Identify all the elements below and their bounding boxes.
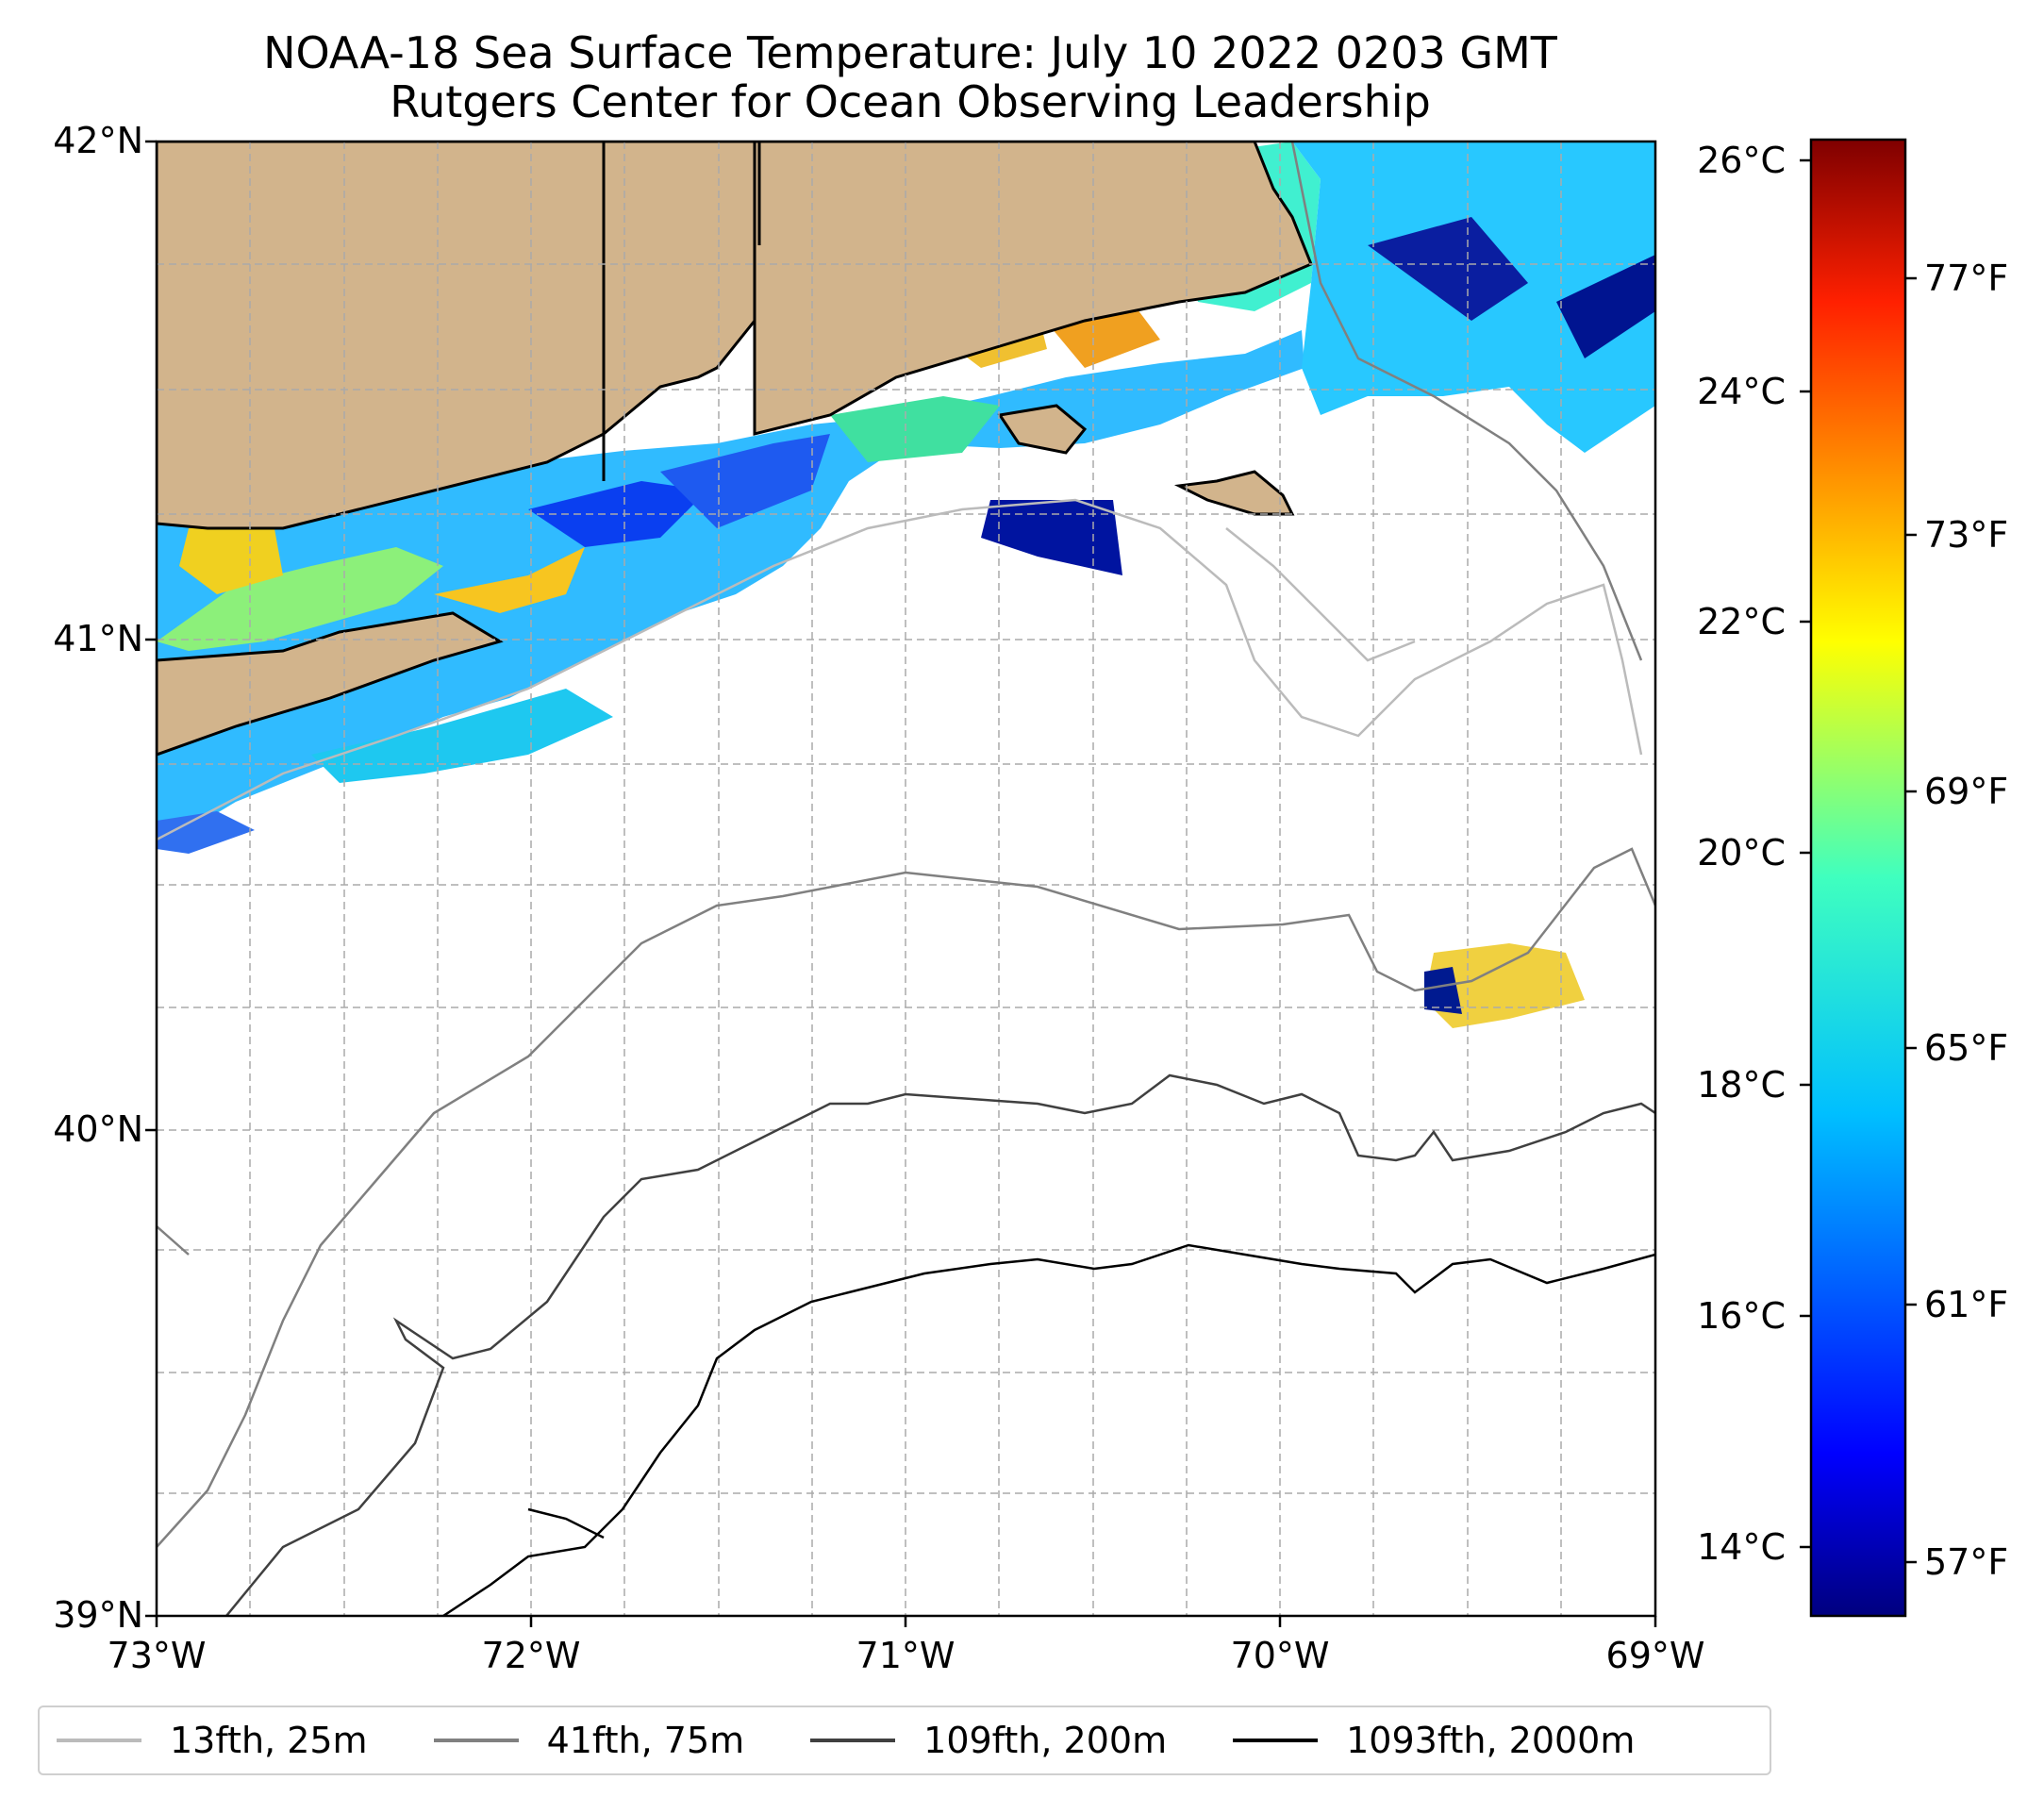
lon-tick-label: 73°W — [108, 1635, 207, 1676]
lat-tick-label: 39°N — [53, 1594, 143, 1636]
colorbar-ticks — [1800, 158, 1917, 1564]
legend-swatch — [433, 1739, 519, 1742]
legend-label: 109fth, 200m — [923, 1720, 1168, 1761]
legend-item-25m: 13fth, 25m — [57, 1720, 368, 1761]
colorbar-fahrenheit-label: 73°F — [1924, 514, 2008, 556]
depth-legend: 13fth, 25m 41fth, 75m 109fth, 200m 1093f… — [38, 1705, 1771, 1775]
contour-200m — [225, 1073, 1655, 1616]
legend-swatch — [1233, 1739, 1319, 1742]
colorbar — [1809, 138, 1907, 1618]
legend-item-75m: 41fth, 75m — [433, 1720, 745, 1761]
colorbar-celsius-label: 20°C — [1697, 832, 1786, 874]
legend-item-200m: 109fth, 200m — [810, 1720, 1167, 1761]
legend-label: 13fth, 25m — [170, 1720, 368, 1761]
legend-swatch — [57, 1739, 141, 1742]
map-area — [157, 141, 1655, 1616]
colorbar-fahrenheit-label: 69°F — [1924, 771, 2008, 812]
colorbar-celsius-label: 14°C — [1697, 1526, 1786, 1568]
lon-tick-label: 72°W — [482, 1635, 581, 1676]
lat-tick-label: 42°N — [53, 120, 143, 161]
land-layer — [157, 141, 1313, 757]
colorbar-fahrenheit-label: 57°F — [1924, 1541, 2008, 1583]
colorbar-fahrenheit-label: 77°F — [1924, 258, 2008, 299]
colorbar-celsius-label: 22°C — [1697, 601, 1786, 642]
colorbar-fahrenheit-label: 61°F — [1924, 1284, 2008, 1325]
lat-tick-label: 40°N — [53, 1108, 143, 1150]
colorbar-fahrenheit-label: 65°F — [1924, 1027, 2008, 1069]
chart-title: NOAA-18 Sea Surface Temperature: July 10… — [263, 27, 1557, 78]
colorbar-celsius-label: 18°C — [1697, 1064, 1786, 1106]
chart-subtitle: Rutgers Center for Ocean Observing Leade… — [390, 76, 1431, 127]
contour-25m — [157, 498, 1643, 841]
lat-tick-label: 41°N — [53, 618, 143, 659]
legend-swatch — [810, 1739, 896, 1742]
legend-label: 41fth, 75m — [546, 1720, 745, 1761]
lon-tick-label: 69°W — [1606, 1635, 1705, 1676]
contour-75m — [157, 141, 1655, 1548]
colorbar-celsius-label: 26°C — [1697, 140, 1786, 181]
lon-tick-label: 71°W — [856, 1635, 956, 1676]
contour-2000m — [442, 1243, 1655, 1616]
lon-tick-label: 70°W — [1231, 1635, 1330, 1676]
tick-marks — [145, 140, 1657, 1627]
colorbar-celsius-label: 24°C — [1697, 371, 1786, 412]
gridlines — [157, 141, 1655, 1616]
legend-item-2000m: 1093fth, 2000m — [1233, 1720, 1635, 1761]
legend-label: 1093fth, 2000m — [1346, 1720, 1636, 1761]
colorbar-celsius-label: 16°C — [1697, 1295, 1786, 1337]
